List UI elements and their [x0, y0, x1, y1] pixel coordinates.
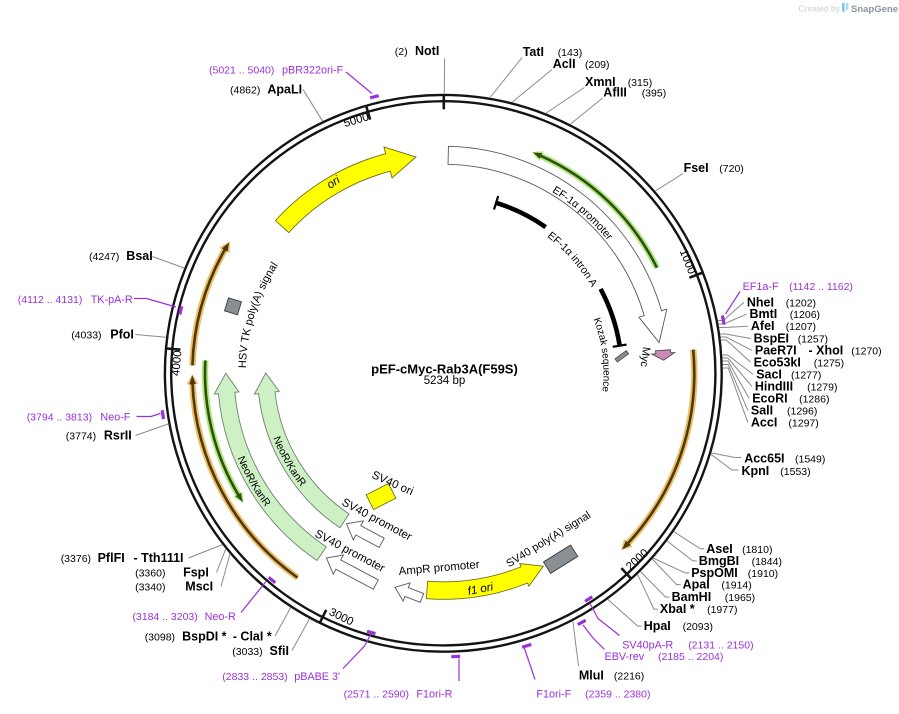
- svg-text:EBV-rev(2185 .. 2204): EBV-rev(2185 .. 2204): [605, 651, 724, 663]
- svg-text:(4112 .. 4131)TK-pA-R: (4112 .. 4131)TK-pA-R: [18, 294, 133, 306]
- svg-text:EF1a-F(1142 .. 1162): EF1a-F(1142 .. 1162): [743, 281, 853, 293]
- svg-text:(3376)PflFI- Tth111I: (3376)PflFI- Tth111I: [61, 551, 184, 565]
- svg-text:(2)NotI: (2)NotI: [395, 44, 440, 58]
- svg-text:Myc: Myc: [638, 346, 652, 368]
- svg-text:SnapGene: SnapGene: [851, 4, 898, 15]
- svg-text:F1ori-F(2359 .. 2380): F1ori-F(2359 .. 2380): [536, 689, 650, 701]
- svg-text:(3033)SfiI: (3033)SfiI: [232, 644, 289, 658]
- svg-text:(3184 .. 3203)Neo-R: (3184 .. 3203)Neo-R: [132, 611, 236, 623]
- svg-text:5234 bp: 5234 bp: [424, 375, 466, 387]
- svg-text:(2833 .. 2853)pBABE 3': (2833 .. 2853)pBABE 3': [222, 671, 340, 683]
- svg-text:Created by: Created by: [798, 4, 840, 14]
- svg-text:(3794 .. 3813)Neo-F: (3794 .. 3813)Neo-F: [27, 411, 131, 423]
- svg-text:SV40pA-R(2131 .. 2150): SV40pA-R(2131 .. 2150): [622, 640, 753, 652]
- svg-text:(2571 .. 2590)F1ori-R: (2571 .. 2590)F1ori-R: [344, 689, 453, 701]
- svg-text:(3098)BspDI *- ClaI *: (3098)BspDI *- ClaI *: [145, 630, 272, 644]
- svg-text:PaeR7I- XhoI(1270): PaeR7I- XhoI(1270): [755, 343, 882, 357]
- svg-text:4000: 4000: [170, 350, 184, 377]
